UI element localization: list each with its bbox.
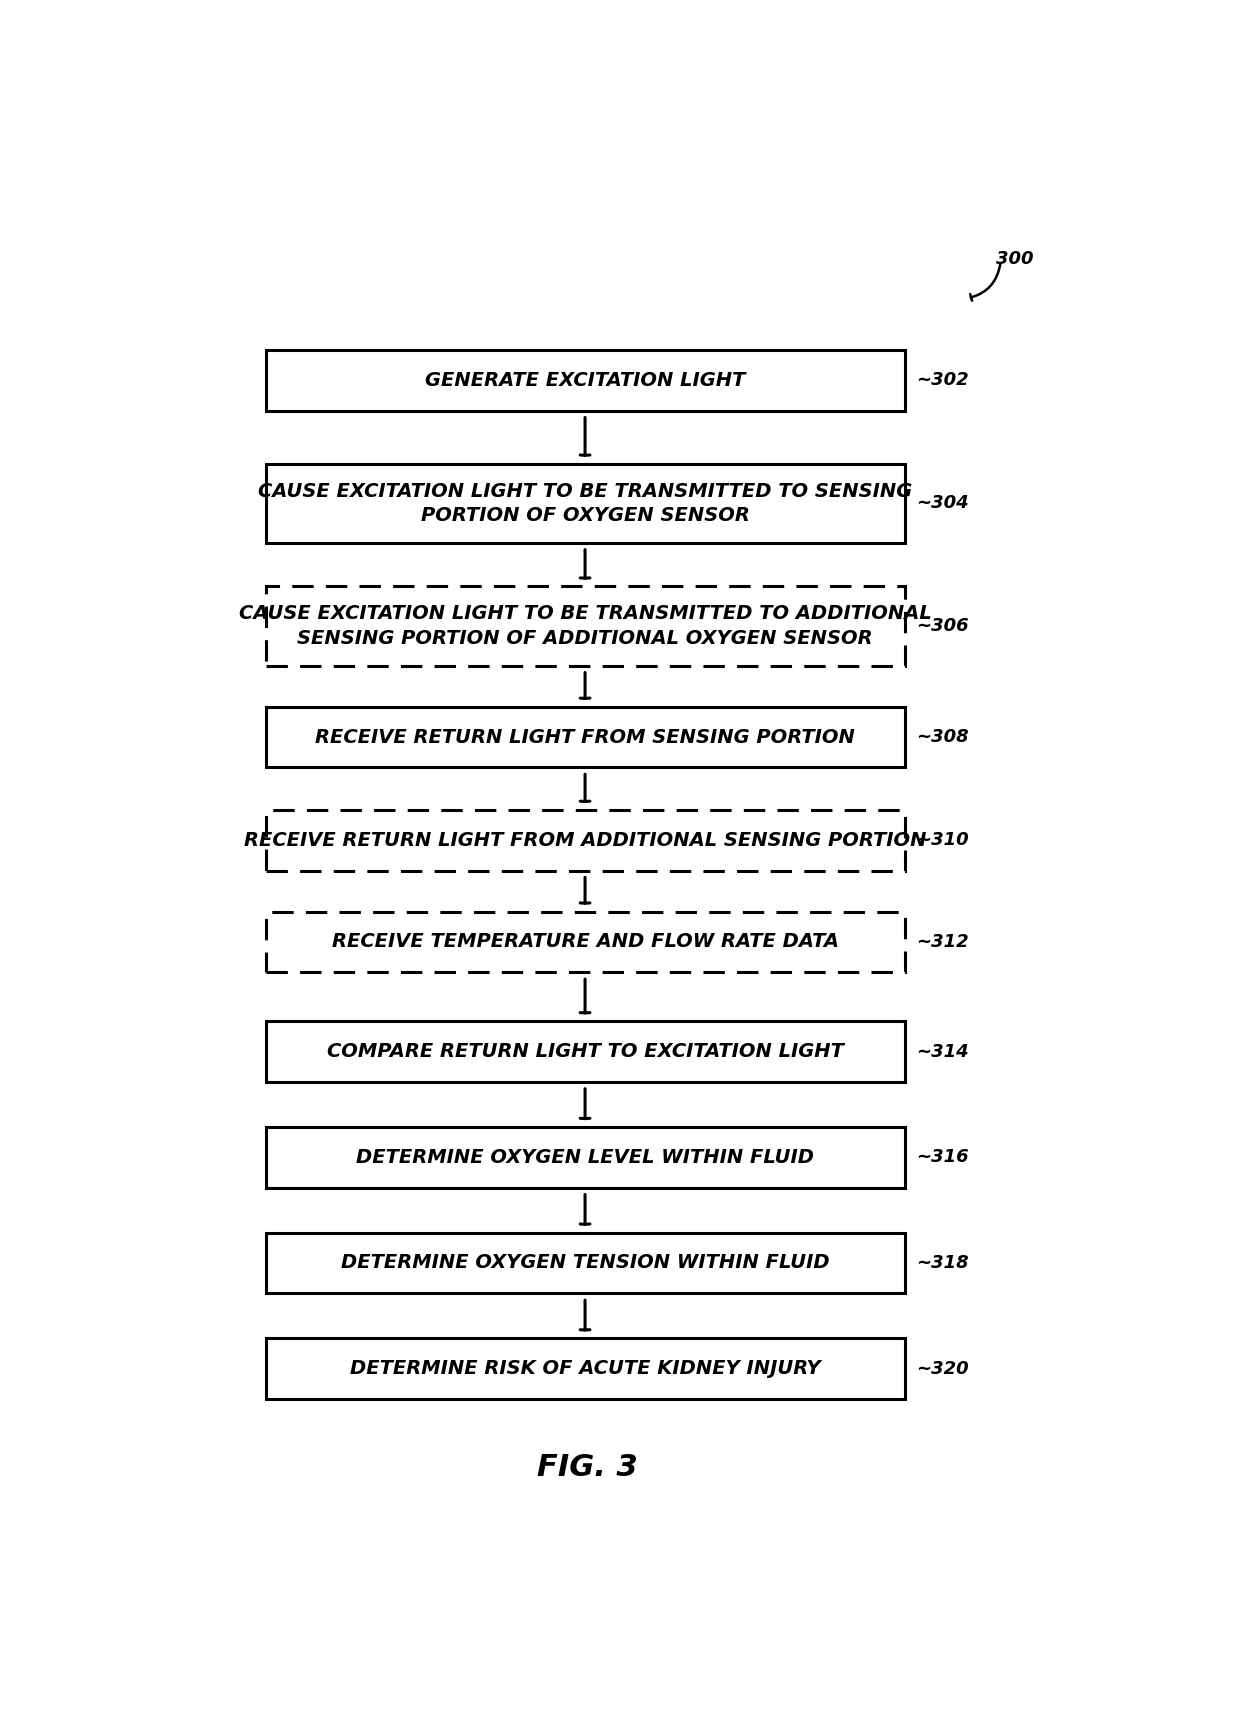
Text: DETERMINE OXYGEN TENSION WITHIN FLUID: DETERMINE OXYGEN TENSION WITHIN FLUID [341, 1253, 830, 1273]
Text: RECEIVE TEMPERATURE AND FLOW RATE DATA: RECEIVE TEMPERATURE AND FLOW RATE DATA [331, 932, 838, 951]
Text: DETERMINE OXYGEN LEVEL WITHIN FLUID: DETERMINE OXYGEN LEVEL WITHIN FLUID [356, 1148, 813, 1167]
Text: ~308: ~308 [916, 728, 968, 746]
Text: ~316: ~316 [916, 1148, 968, 1167]
FancyBboxPatch shape [265, 911, 905, 973]
Text: CAUSE EXCITATION LIGHT TO BE TRANSMITTED TO SENSING
PORTION OF OXYGEN SENSOR: CAUSE EXCITATION LIGHT TO BE TRANSMITTED… [258, 482, 913, 525]
FancyBboxPatch shape [265, 587, 905, 666]
FancyBboxPatch shape [265, 1338, 905, 1399]
FancyBboxPatch shape [265, 350, 905, 410]
FancyBboxPatch shape [265, 1127, 905, 1187]
Text: ~318: ~318 [916, 1254, 968, 1272]
Text: ~302: ~302 [916, 371, 968, 390]
Text: COMPARE RETURN LIGHT TO EXCITATION LIGHT: COMPARE RETURN LIGHT TO EXCITATION LIGHT [326, 1042, 843, 1060]
Text: FIG. 3: FIG. 3 [537, 1453, 637, 1483]
Text: CAUSE EXCITATION LIGHT TO BE TRANSMITTED TO ADDITIONAL
SENSING PORTION OF ADDITI: CAUSE EXCITATION LIGHT TO BE TRANSMITTED… [238, 604, 931, 647]
FancyBboxPatch shape [265, 1021, 905, 1083]
FancyBboxPatch shape [265, 810, 905, 870]
Text: ~304: ~304 [916, 494, 968, 511]
Text: 300: 300 [997, 251, 1034, 268]
Text: ~310: ~310 [916, 831, 968, 849]
FancyBboxPatch shape [265, 463, 905, 542]
Text: RECEIVE RETURN LIGHT FROM ADDITIONAL SENSING PORTION: RECEIVE RETURN LIGHT FROM ADDITIONAL SEN… [244, 831, 926, 849]
Text: RECEIVE RETURN LIGHT FROM SENSING PORTION: RECEIVE RETURN LIGHT FROM SENSING PORTIO… [315, 728, 856, 746]
Text: ~314: ~314 [916, 1043, 968, 1060]
Text: ~312: ~312 [916, 934, 968, 951]
Text: GENERATE EXCITATION LIGHT: GENERATE EXCITATION LIGHT [425, 371, 745, 390]
Text: ~306: ~306 [916, 618, 968, 635]
Text: DETERMINE RISK OF ACUTE KIDNEY INJURY: DETERMINE RISK OF ACUTE KIDNEY INJURY [350, 1359, 821, 1378]
FancyBboxPatch shape [265, 707, 905, 767]
Text: ~320: ~320 [916, 1359, 968, 1378]
FancyBboxPatch shape [265, 1232, 905, 1294]
